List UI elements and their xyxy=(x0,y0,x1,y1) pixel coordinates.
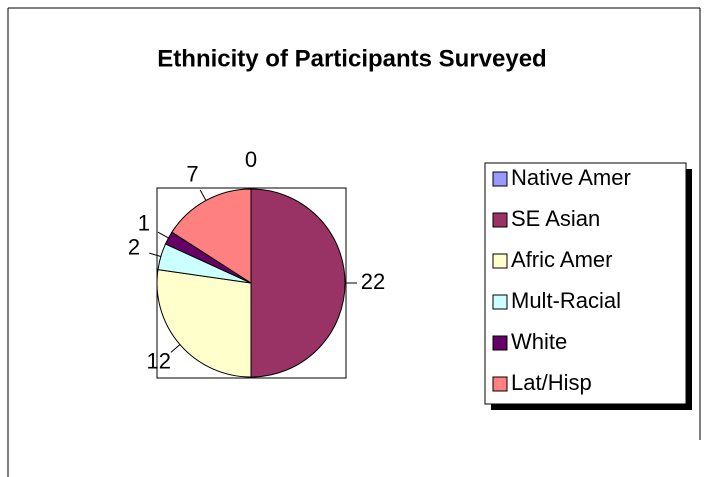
legend-swatch xyxy=(492,253,508,269)
legend-swatch xyxy=(492,171,508,187)
pie-slice xyxy=(250,188,346,378)
data-label: 0 xyxy=(245,147,257,172)
legend-swatch xyxy=(492,212,508,228)
data-label: 22 xyxy=(361,269,385,294)
legend-label: Mult-Racial xyxy=(511,288,621,313)
legend-label: Lat/Hisp xyxy=(511,370,592,395)
leader-line xyxy=(149,252,161,257)
leader-line xyxy=(157,231,169,239)
legend-label: SE Asian xyxy=(511,206,600,231)
pie-slice xyxy=(156,269,252,378)
legend xyxy=(484,162,687,405)
legend-label: Afric Amer xyxy=(511,247,612,272)
legend-label: Native Amer xyxy=(511,165,631,190)
data-label: 1 xyxy=(138,210,150,235)
data-label: 2 xyxy=(128,234,140,259)
data-label: 12 xyxy=(147,349,171,374)
legend-swatch xyxy=(492,376,508,392)
leader-line xyxy=(199,189,207,201)
legend-label: White xyxy=(511,329,567,354)
leader-line xyxy=(170,344,181,353)
pie-slice xyxy=(171,188,252,284)
legend-swatch xyxy=(492,294,508,310)
data-label: 7 xyxy=(186,162,198,187)
legend-swatch xyxy=(492,335,508,351)
chart-title: Ethnicity of Participants Surveyed xyxy=(157,45,546,72)
